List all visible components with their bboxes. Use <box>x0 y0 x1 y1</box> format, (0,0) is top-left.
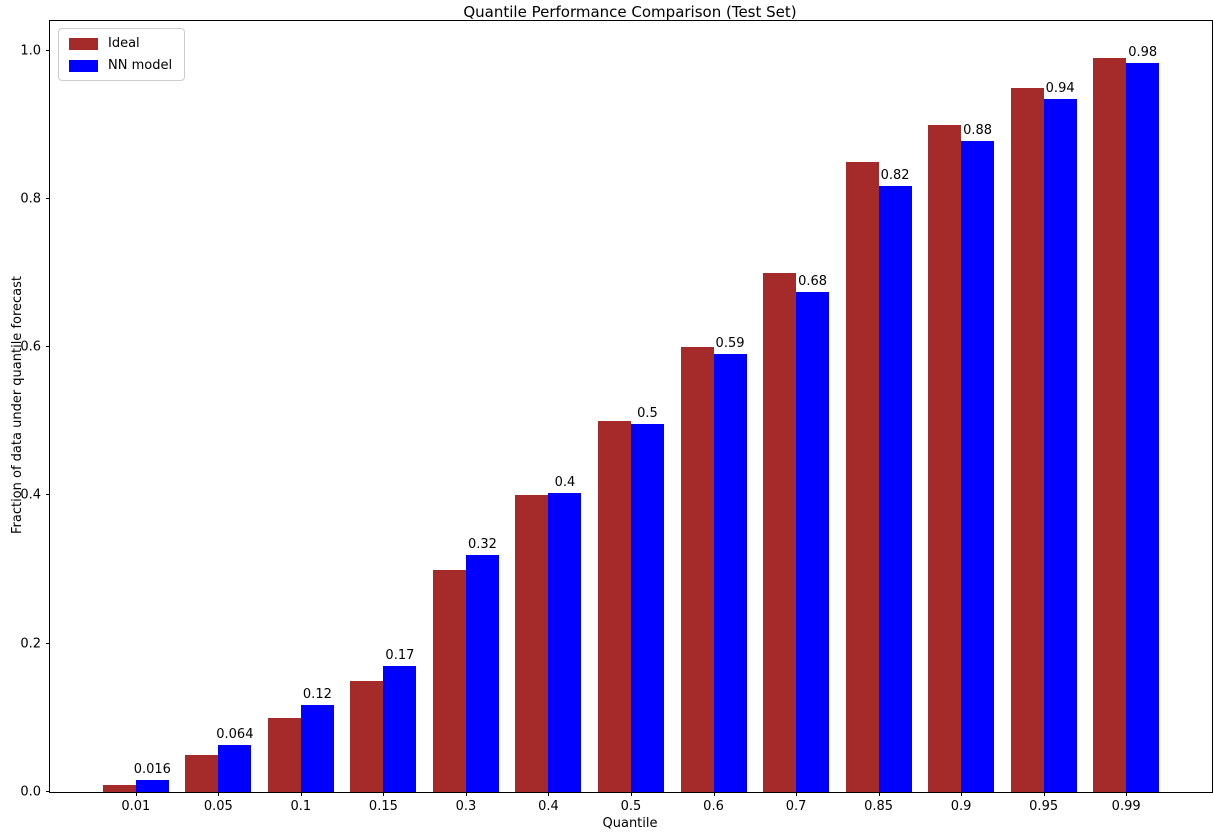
value-label-0.05: 0.064 <box>216 726 254 742</box>
x-tick-label-0.3: 0.3 <box>455 799 477 814</box>
x-tick-mark-0.5 <box>631 792 632 796</box>
legend-item-ideal: Ideal <box>69 36 172 51</box>
legend: Ideal NN model <box>58 28 186 81</box>
x-tick-mark-0.6 <box>713 792 715 796</box>
x-tick-mark-0.9 <box>961 792 963 796</box>
value-label-0.01: 0.016 <box>133 762 171 778</box>
x-tick-mark-0.3 <box>465 792 467 796</box>
x-tick-label-0.15: 0.15 <box>368 799 398 814</box>
bar-nn-model-0.95 <box>1043 98 1077 792</box>
value-label-0.15: 0.17 <box>385 647 415 663</box>
y-tick-label-0.8: 0.8 <box>20 191 41 207</box>
y-tick-mark-0.8 <box>46 197 50 199</box>
x-axis-label: Quantile <box>602 816 658 831</box>
x-tick-label-0.5: 0.5 <box>620 799 642 814</box>
y-tick-mark-0.4 <box>46 494 50 496</box>
bar-nn-model-0.85 <box>878 185 912 792</box>
value-label-0.9: 0.88 <box>963 123 993 139</box>
legend-label-nn-model: NN model <box>108 58 173 73</box>
bar-nn-model-0.9 <box>961 141 995 792</box>
x-tick-label-0.4: 0.4 <box>538 799 559 814</box>
bar-ideal-0.85 <box>845 161 879 792</box>
plot-area: Ideal NN model 0.016 0.01 0.064 0.05 0.12 0.1… <box>20 20 1213 814</box>
y-tick-mark-0.2 <box>46 642 50 644</box>
y-tick-label-0.4: 0.4 <box>20 487 41 503</box>
x-tick-label-0.01: 0.01 <box>121 799 151 814</box>
x-tick-label-0.9: 0.9 <box>950 799 972 814</box>
x-tick-label-0.99: 0.99 <box>1111 799 1141 814</box>
y-tick-label-1.0: 1.0 <box>20 43 41 59</box>
x-tick-mark-0.15 <box>383 792 385 796</box>
bar-nn-model-0.01 <box>135 780 169 792</box>
value-label-0.6: 0.59 <box>715 335 745 351</box>
x-tick-mark-0.99 <box>1126 792 1128 796</box>
value-label-0.95: 0.94 <box>1045 80 1075 96</box>
bar-nn-model-0.1 <box>300 705 334 792</box>
bar-nn-model-0.6 <box>713 353 747 792</box>
value-label-0.85: 0.82 <box>880 167 910 183</box>
bar-nn-model-0.5 <box>631 423 664 792</box>
x-tick-mark-0.01 <box>135 792 137 796</box>
bar-nn-model-0.15 <box>383 665 417 792</box>
bar-ideal-0.05 <box>185 754 219 792</box>
value-label-0.5: 0.5 <box>637 405 658 421</box>
x-tick-label-0.7: 0.7 <box>785 799 807 814</box>
x-tick-label-0.6: 0.6 <box>703 799 724 814</box>
x-tick-label-0.05: 0.05 <box>203 799 233 814</box>
y-tick-mark-1.0 <box>46 49 50 51</box>
bar-nn-model-0.7 <box>796 291 830 792</box>
value-label-0.1: 0.12 <box>302 687 332 703</box>
bar-ideal-0.99 <box>1093 58 1127 792</box>
x-tick-mark-0.4 <box>548 792 550 796</box>
chart-title: Quantile Performance Comparison (Test Se… <box>463 3 797 21</box>
bar-nn-model-0.05 <box>218 744 252 792</box>
bar-ideal-0.5 <box>597 421 631 792</box>
x-tick-mark-0.1 <box>300 792 302 796</box>
bar-ideal-0.15 <box>350 680 384 792</box>
x-tick-mark-0.7 <box>796 792 798 796</box>
bar-ideal-0.3 <box>432 569 466 792</box>
value-label-0.7: 0.68 <box>798 273 828 289</box>
y-tick-label-0.6: 0.6 <box>20 339 41 355</box>
legend-swatch-nn-model <box>69 59 98 72</box>
legend-label-ideal: Ideal <box>108 36 140 51</box>
bar-nn-model-0.99 <box>1126 63 1160 792</box>
x-tick-mark-0.85 <box>878 792 880 796</box>
y-tick-mark-0.6 <box>46 346 50 348</box>
bar-ideal-0.4 <box>515 495 549 792</box>
bar-ideal-0.1 <box>267 717 301 792</box>
value-label-0.3: 0.32 <box>467 536 497 552</box>
bar-ideal-0.6 <box>680 347 714 792</box>
bar-ideal-0.01 <box>102 784 136 792</box>
value-label-0.99: 0.98 <box>1128 45 1158 61</box>
legend-item-nn-model: NN model <box>69 58 172 73</box>
x-tick-label-0.1: 0.1 <box>290 799 312 814</box>
y-tick-label-0.0: 0.0 <box>20 784 41 800</box>
x-tick-label-0.85: 0.85 <box>864 799 894 814</box>
y-tick-mark-0.0 <box>46 791 50 792</box>
x-tick-mark-0.05 <box>218 792 220 796</box>
legend-swatch-ideal <box>69 37 98 50</box>
x-tick-label-0.95: 0.95 <box>1029 799 1059 814</box>
bar-nn-model-0.3 <box>465 554 499 792</box>
bar-nn-model-0.4 <box>548 493 582 792</box>
value-label-0.4: 0.4 <box>554 475 576 491</box>
bar-ideal-0.7 <box>763 273 797 792</box>
x-tick-mark-0.95 <box>1043 792 1045 796</box>
bar-ideal-0.95 <box>1010 87 1044 792</box>
y-tick-label-0.2: 0.2 <box>20 636 41 652</box>
bar-ideal-0.9 <box>928 124 962 792</box>
